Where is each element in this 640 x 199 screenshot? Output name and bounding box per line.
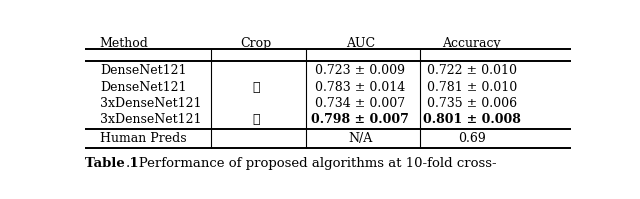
Text: DenseNet121: DenseNet121 <box>100 64 186 77</box>
Text: 0.801 ± 0.008: 0.801 ± 0.008 <box>423 113 521 126</box>
Text: 3xDenseNet121: 3xDenseNet121 <box>100 97 202 110</box>
Text: 0.723 ± 0.009: 0.723 ± 0.009 <box>316 64 405 77</box>
Text: N/A: N/A <box>348 132 372 145</box>
Text: 0.783 ± 0.014: 0.783 ± 0.014 <box>315 81 405 94</box>
Text: Accuracy: Accuracy <box>442 37 501 50</box>
Text: ✓: ✓ <box>252 113 260 126</box>
Text: 0.735 ± 0.006: 0.735 ± 0.006 <box>427 97 517 110</box>
Text: Human Preds: Human Preds <box>100 132 186 145</box>
Text: 0.734 ± 0.007: 0.734 ± 0.007 <box>315 97 405 110</box>
Text: DenseNet121: DenseNet121 <box>100 81 186 94</box>
Text: 0.781 ± 0.010: 0.781 ± 0.010 <box>427 81 517 94</box>
Text: Crop: Crop <box>241 37 272 50</box>
Text: ✓: ✓ <box>252 81 260 94</box>
Text: Method: Method <box>100 37 148 50</box>
Text: AUC: AUC <box>346 37 375 50</box>
Text: 3xDenseNet121: 3xDenseNet121 <box>100 113 202 126</box>
Text: 0.798 ± 0.007: 0.798 ± 0.007 <box>311 113 409 126</box>
Text: 0.722 ± 0.010: 0.722 ± 0.010 <box>427 64 517 77</box>
Text: Table 1: Table 1 <box>85 157 139 170</box>
Text: 0.69: 0.69 <box>458 132 486 145</box>
Text: .  Performance of proposed algorithms at 10-fold cross-: . Performance of proposed algorithms at … <box>126 157 497 170</box>
